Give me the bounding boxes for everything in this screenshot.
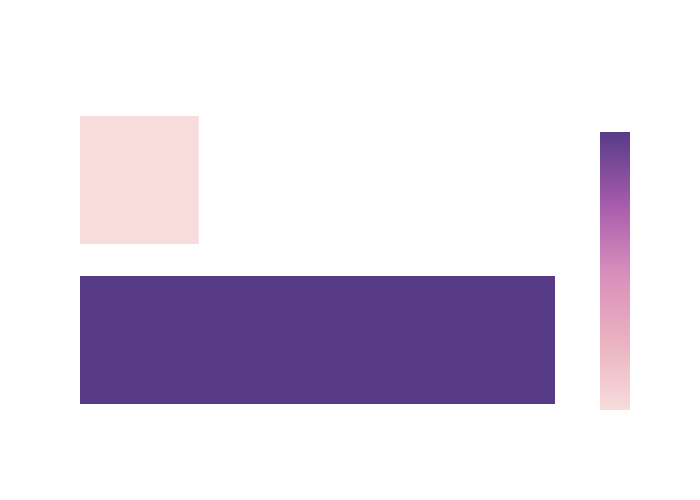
colorbar-bar: [600, 132, 630, 410]
plot-area: [80, 116, 555, 404]
colorbar: [600, 132, 630, 410]
heatmap-cell-row1-col0: [80, 276, 555, 404]
heatmap-cell-row0-col0: [80, 116, 199, 244]
